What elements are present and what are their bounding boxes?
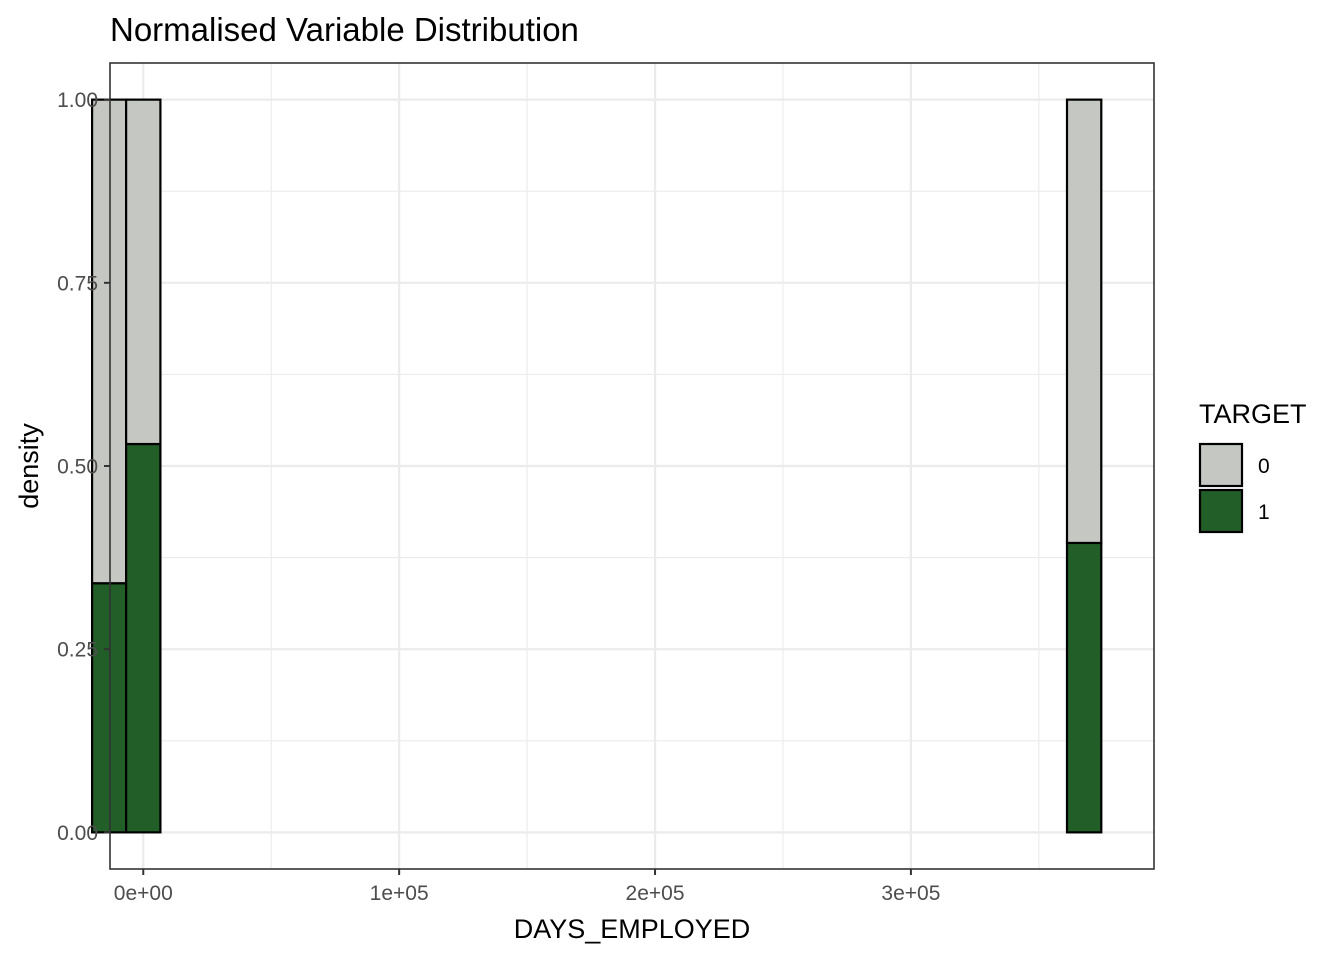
y-tick-label: 0.25 bbox=[57, 639, 98, 662]
y-axis: 0.00 0.25 0.50 0.75 1.00 bbox=[57, 89, 110, 845]
legend-key-target-0 bbox=[1198, 442, 1244, 488]
x-tick-label: 2e+05 bbox=[626, 882, 685, 905]
legend: TARGET 0 1 bbox=[1198, 399, 1307, 534]
x-axis: 0e+00 1e+05 2e+05 3e+05 bbox=[114, 869, 940, 905]
histogram-bars bbox=[90, 98, 1103, 834]
bar-target-1-bin-1 bbox=[125, 442, 162, 834]
legend-label-target-0: 0 bbox=[1258, 455, 1270, 478]
bar-target-0-bin-0 bbox=[90, 98, 128, 585]
x-tick-label: 3e+05 bbox=[881, 882, 940, 905]
chart-title: Normalised Variable Distribution bbox=[110, 11, 579, 48]
bar-target-1-bin-0 bbox=[90, 582, 128, 834]
x-tick-label: 0e+00 bbox=[114, 882, 173, 905]
y-tick-label: 0.50 bbox=[57, 456, 98, 479]
legend-label-target-1: 1 bbox=[1258, 501, 1270, 524]
y-tick-label: 0.75 bbox=[57, 272, 98, 295]
bar-target-0-bin-1 bbox=[125, 98, 162, 446]
y-axis-title: density bbox=[14, 423, 44, 509]
bar-target-0-bin-2 bbox=[1065, 98, 1103, 545]
legend-title: TARGET bbox=[1199, 399, 1307, 429]
bar-target-1-bin-2 bbox=[1065, 541, 1103, 834]
y-tick-label: 0.00 bbox=[57, 822, 98, 845]
x-axis-title: DAYS_EMPLOYED bbox=[514, 914, 751, 944]
x-tick-label: 1e+05 bbox=[370, 882, 429, 905]
legend-key-target-1 bbox=[1198, 488, 1244, 534]
y-tick-label: 1.00 bbox=[57, 89, 98, 112]
